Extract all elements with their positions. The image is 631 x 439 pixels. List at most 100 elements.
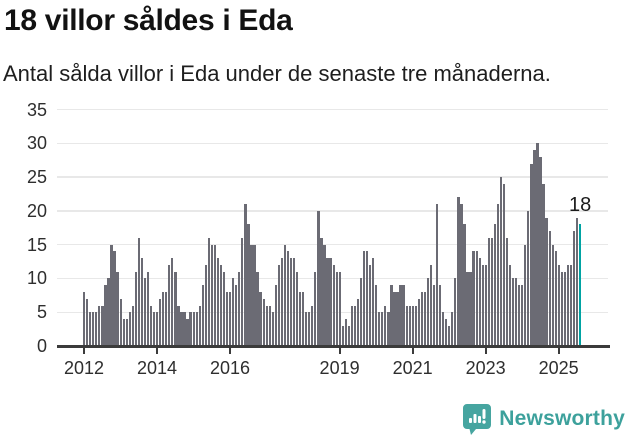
bar-series — [83, 0, 582, 346]
bar — [539, 156, 542, 346]
bar — [426, 278, 430, 346]
bar — [311, 305, 314, 346]
bar — [451, 312, 454, 346]
bar — [204, 264, 207, 346]
gridline — [57, 142, 608, 144]
bar — [369, 264, 372, 346]
bar — [116, 271, 119, 346]
bar — [417, 298, 420, 346]
bar — [442, 312, 445, 346]
bar — [101, 305, 104, 346]
x-axis-line — [57, 345, 610, 348]
bar — [122, 319, 125, 346]
bar — [563, 271, 566, 346]
bar — [496, 204, 500, 346]
bar — [162, 291, 165, 346]
bar — [329, 258, 332, 346]
bar — [362, 251, 366, 346]
bar — [119, 298, 122, 346]
bar — [396, 291, 399, 346]
latest-value-label: 18 — [568, 194, 592, 217]
bar — [365, 251, 369, 346]
x-tick-mark — [484, 347, 487, 354]
bar — [159, 298, 162, 346]
bar — [95, 312, 98, 346]
bar — [131, 305, 134, 346]
bar — [83, 291, 86, 346]
bar — [402, 285, 405, 346]
bar — [359, 278, 363, 346]
bar — [305, 312, 308, 346]
bar — [551, 244, 554, 346]
bar — [466, 271, 469, 346]
x-tick-label: 2019 — [319, 358, 360, 378]
bar — [344, 319, 347, 346]
bar — [92, 312, 95, 346]
bar — [384, 305, 387, 346]
logo: Newsworthy — [462, 402, 625, 436]
bar — [524, 244, 527, 346]
bar — [244, 204, 247, 346]
bar — [229, 291, 232, 346]
bar — [299, 291, 302, 346]
y-tick-label: 30 — [26, 133, 47, 154]
bar — [499, 177, 503, 346]
bar — [98, 305, 101, 346]
bar — [286, 251, 290, 346]
bar — [527, 210, 530, 346]
bar — [110, 244, 113, 346]
y-tick-label: 20 — [26, 200, 47, 221]
bar — [429, 264, 433, 346]
bar — [542, 183, 545, 346]
bar — [341, 325, 344, 346]
bar — [149, 305, 153, 346]
bar — [146, 271, 150, 346]
bar — [125, 319, 128, 346]
bar — [113, 251, 116, 346]
bar — [177, 305, 180, 346]
bar — [201, 285, 204, 346]
bar — [192, 312, 195, 346]
bar — [569, 264, 573, 346]
bar — [390, 285, 393, 346]
bar — [460, 204, 463, 346]
bar — [515, 278, 518, 346]
bar — [104, 285, 107, 346]
bar — [518, 285, 521, 346]
bar — [557, 264, 560, 346]
bar — [408, 305, 411, 346]
bar — [226, 291, 229, 346]
bar — [326, 258, 329, 346]
bar — [289, 258, 293, 346]
bar — [554, 251, 557, 346]
bar — [399, 285, 402, 346]
bar — [405, 305, 408, 346]
bar — [271, 312, 274, 346]
bar — [420, 291, 423, 346]
bar — [560, 271, 563, 346]
bar — [572, 231, 576, 346]
y-tick-label: 35 — [26, 99, 47, 120]
bar — [143, 278, 147, 346]
bar — [378, 312, 381, 346]
bar — [277, 264, 280, 346]
bar — [180, 312, 183, 346]
bar — [375, 285, 378, 346]
x-tick-mark — [83, 347, 85, 354]
bar — [505, 237, 509, 346]
bar — [168, 264, 171, 346]
gridline — [57, 244, 608, 246]
bar — [320, 237, 323, 346]
gridline — [57, 108, 608, 111]
bar — [393, 291, 396, 346]
bar — [536, 143, 539, 346]
bar — [250, 244, 253, 346]
bar — [314, 271, 317, 346]
bar — [530, 163, 533, 346]
chart-subtitle: Antal sålda villor i Eda under de senast… — [3, 61, 551, 86]
bar — [502, 183, 506, 346]
bar — [575, 217, 579, 346]
bar — [216, 258, 220, 346]
bar — [481, 264, 484, 346]
